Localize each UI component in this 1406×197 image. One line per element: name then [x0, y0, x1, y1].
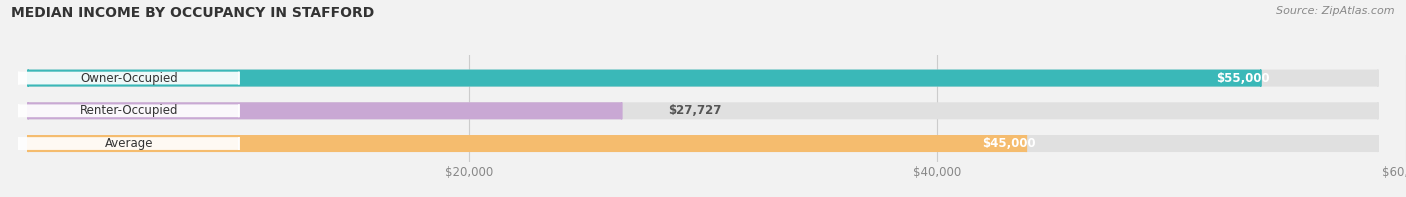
Text: $55,000: $55,000 — [1216, 72, 1270, 85]
FancyBboxPatch shape — [28, 135, 1026, 152]
Text: MEDIAN INCOME BY OCCUPANCY IN STAFFORD: MEDIAN INCOME BY OCCUPANCY IN STAFFORD — [11, 6, 374, 20]
Text: $27,727: $27,727 — [668, 104, 721, 117]
FancyBboxPatch shape — [18, 137, 239, 150]
FancyBboxPatch shape — [28, 102, 1378, 119]
Text: Owner-Occupied: Owner-Occupied — [80, 72, 177, 85]
FancyBboxPatch shape — [18, 72, 239, 85]
Text: Average: Average — [104, 137, 153, 150]
FancyBboxPatch shape — [28, 70, 1261, 87]
FancyBboxPatch shape — [28, 70, 1378, 87]
Text: Source: ZipAtlas.com: Source: ZipAtlas.com — [1277, 6, 1395, 16]
FancyBboxPatch shape — [18, 104, 239, 117]
Text: $45,000: $45,000 — [983, 137, 1036, 150]
Text: Renter-Occupied: Renter-Occupied — [80, 104, 179, 117]
FancyBboxPatch shape — [28, 135, 1378, 152]
FancyBboxPatch shape — [28, 102, 621, 119]
